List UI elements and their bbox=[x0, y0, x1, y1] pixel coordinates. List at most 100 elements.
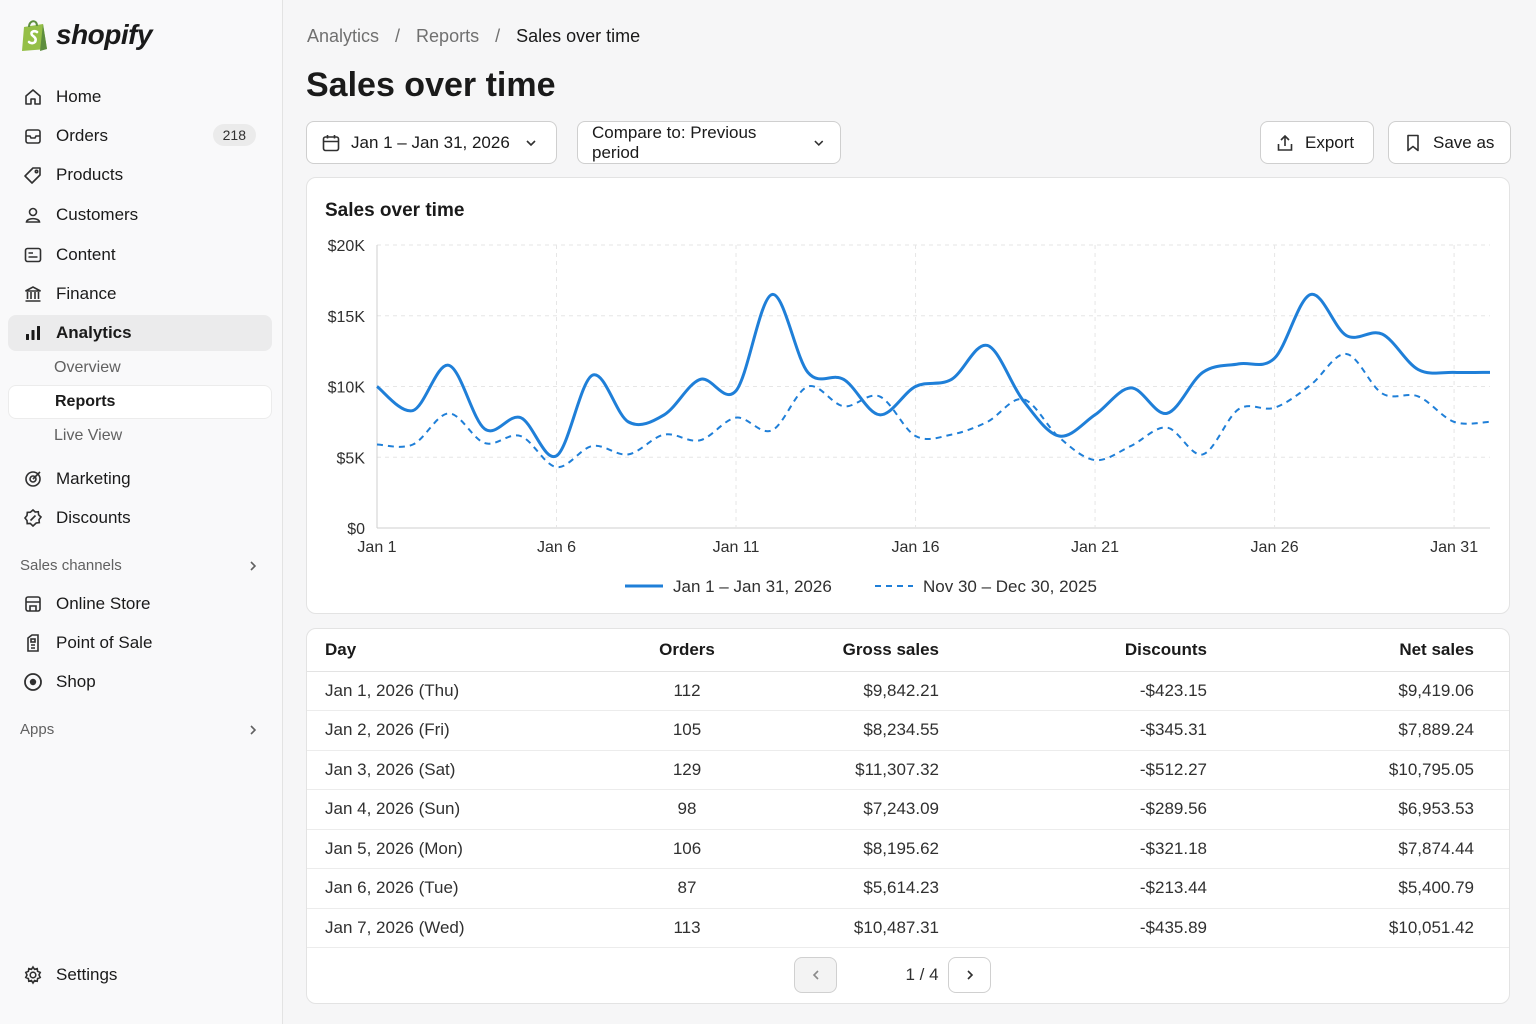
person-icon bbox=[22, 204, 44, 226]
gear-icon bbox=[22, 964, 44, 986]
cell-gross-sales: $10,487.31 bbox=[767, 908, 939, 948]
sidebar-item-label: Shop bbox=[56, 672, 96, 691]
table-row[interactable]: Jan 5, 2026 (Mon) 106 $8,195.62 -$321.18 $7,… bbox=[307, 829, 1509, 869]
sidebar-item-orders[interactable]: Orders 218 bbox=[8, 118, 272, 154]
table-row[interactable]: Jan 3, 2026 (Sat) 129 $11,307.32 -$512.27 $1… bbox=[307, 750, 1509, 790]
table-row[interactable]: Jan 4, 2026 (Sun) 98 $7,243.09 -$289.56 $6,9… bbox=[307, 789, 1509, 830]
save-as-button[interactable]: Save as bbox=[1388, 121, 1511, 164]
brand-name: shopify bbox=[56, 19, 153, 50]
cell-discounts: -$321.18 bbox=[939, 829, 1207, 869]
sidebar-item-analytics[interactable]: Analytics bbox=[8, 315, 272, 351]
y-tick-label: $10K bbox=[328, 380, 366, 397]
column-header-discounts[interactable]: Discounts bbox=[939, 629, 1207, 672]
cell-day: Jan 1, 2026 (Thu) bbox=[307, 671, 607, 711]
chart-title: Sales over time bbox=[325, 200, 465, 221]
chevron-right-icon bbox=[966, 970, 973, 980]
y-tick-label: $20K bbox=[328, 238, 366, 255]
y-tick-label: $15K bbox=[328, 309, 366, 326]
column-header-orders[interactable]: Orders bbox=[607, 629, 767, 672]
next-page-button[interactable] bbox=[948, 957, 991, 993]
table-row[interactable]: Jan 1, 2026 (Thu) 112 $9,842.21 -$423.15 $9,… bbox=[307, 671, 1509, 711]
sidebar-item-label: Products bbox=[56, 165, 124, 184]
cell-orders: 112 bbox=[607, 671, 767, 711]
breadcrumb-reports[interactable]: Reports bbox=[416, 26, 480, 46]
save-as-label: Save as bbox=[1433, 132, 1495, 152]
cell-gross-sales: $5,614.23 bbox=[767, 868, 939, 909]
cell-gross-sales: $7,243.09 bbox=[767, 789, 939, 830]
sidebar-item-point-of-sale[interactable]: Point of Sale bbox=[8, 625, 272, 661]
cell-discounts: -$345.31 bbox=[939, 710, 1207, 751]
sidebar-item-online-store[interactable]: Online Store bbox=[8, 586, 272, 622]
sales-table: Day Orders Gross sales Discounts Net sal… bbox=[307, 629, 1509, 948]
discount-icon bbox=[22, 507, 44, 529]
sidebar-item-label: Orders bbox=[56, 126, 108, 145]
table-row[interactable]: Jan 7, 2026 (Wed) 113 $10,487.31 -$435.89 $1… bbox=[307, 908, 1509, 948]
sidebar: shopify Home Orders 218 Products Custome… bbox=[0, 0, 283, 1024]
bank-icon bbox=[22, 283, 44, 305]
cell-day: Jan 6, 2026 (Tue) bbox=[307, 868, 607, 909]
chevron-down-icon bbox=[814, 140, 824, 146]
pagination: 1 / 4 bbox=[307, 957, 1509, 1001]
legend-label: Nov 30 – Dec 30, 2025 bbox=[923, 577, 1097, 596]
date-range-picker[interactable]: Jan 1 – Jan 31, 2026 bbox=[306, 121, 557, 164]
sales-channels-section[interactable]: Sales channels bbox=[20, 557, 260, 574]
legend-label: Jan 1 – Jan 31, 2026 bbox=[673, 577, 832, 596]
column-header-gross-sales[interactable]: Gross sales bbox=[767, 629, 939, 672]
column-header-day[interactable]: Day bbox=[307, 629, 607, 672]
page-indicator: 1 / 4 bbox=[905, 965, 939, 984]
breadcrumb-separator: / bbox=[395, 26, 401, 46]
cell-orders: 129 bbox=[607, 750, 767, 790]
cell-discounts: -$435.89 bbox=[939, 908, 1207, 948]
x-tick-label: Jan 31 bbox=[1430, 539, 1478, 556]
breadcrumb-separator: / bbox=[495, 26, 501, 46]
sidebar-subitem-live-view[interactable]: Live View bbox=[54, 427, 123, 444]
cell-gross-sales: $8,234.55 bbox=[767, 710, 939, 751]
cell-day: Jan 3, 2026 (Sat) bbox=[307, 750, 607, 790]
chart-card: $20K $15K $10K $5K $0 Jan 1 Jan 6 Jan 11 Jan 16 J… bbox=[306, 177, 1510, 614]
column-header-net-sales[interactable]: Net sales bbox=[1207, 629, 1509, 672]
cell-net-sales: $6,953.53 bbox=[1207, 789, 1509, 830]
sidebar-subitem-overview[interactable]: Overview bbox=[54, 359, 121, 376]
shopify-logo[interactable]: shopify bbox=[20, 18, 153, 52]
x-tick-label: Jan 1 bbox=[357, 539, 396, 556]
compare-select[interactable]: Compare to: Previous period bbox=[577, 121, 841, 164]
sidebar-item-shop[interactable]: Shop bbox=[8, 664, 272, 700]
export-icon bbox=[1277, 134, 1293, 151]
sidebar-subitem-reports[interactable]: Reports bbox=[8, 385, 272, 419]
pos-icon bbox=[22, 632, 44, 654]
sidebar-item-settings[interactable]: Settings bbox=[8, 957, 272, 993]
cell-net-sales: $5,400.79 bbox=[1207, 868, 1509, 909]
sidebar-item-discounts[interactable]: Discounts bbox=[8, 500, 272, 536]
sidebar-item-home[interactable]: Home bbox=[8, 79, 272, 115]
apps-section[interactable]: Apps bbox=[20, 721, 260, 738]
table-row[interactable]: Jan 2, 2026 (Fri) 105 $8,234.55 -$345.31 $7,… bbox=[307, 710, 1509, 751]
sidebar-item-marketing[interactable]: Marketing bbox=[8, 461, 272, 497]
breadcrumb-analytics[interactable]: Analytics bbox=[307, 26, 380, 46]
breadcrumb: Analytics / Reports / Sales over time bbox=[307, 26, 640, 47]
cell-net-sales: $10,051.42 bbox=[1207, 908, 1509, 948]
date-range-label: Jan 1 – Jan 31, 2026 bbox=[351, 132, 510, 152]
previous-page-button[interactable] bbox=[794, 957, 837, 993]
target-icon bbox=[22, 468, 44, 490]
x-tick-label: Jan 16 bbox=[892, 539, 940, 556]
home-icon bbox=[22, 86, 44, 108]
table-row[interactable]: Jan 6, 2026 (Tue) 87 $5,614.23 -$213.44 $5,4… bbox=[307, 868, 1509, 909]
shopify-bag-icon bbox=[22, 20, 47, 51]
sidebar-item-label: Home bbox=[56, 87, 102, 106]
chevron-right-icon bbox=[250, 560, 257, 571]
y-tick-label: $0 bbox=[347, 521, 365, 538]
sidebar-item-products[interactable]: Products bbox=[8, 157, 272, 193]
sidebar-item-label: Analytics bbox=[56, 323, 132, 342]
sidebar-item-finance[interactable]: Finance bbox=[8, 276, 272, 312]
cell-net-sales: $9,419.06 bbox=[1207, 671, 1509, 711]
cell-day: Jan 2, 2026 (Fri) bbox=[307, 710, 607, 751]
sidebar-item-customers[interactable]: Customers bbox=[8, 197, 272, 233]
cell-orders: 106 bbox=[607, 829, 767, 869]
export-button[interactable]: Export bbox=[1260, 121, 1374, 164]
sidebar-item-content[interactable]: Content bbox=[8, 237, 272, 273]
chevron-right-icon bbox=[250, 724, 257, 735]
report-table-card: Day Orders Gross sales Discounts Net sal… bbox=[306, 628, 1510, 1004]
calendar-icon bbox=[322, 134, 340, 151]
cell-gross-sales: $11,307.32 bbox=[767, 750, 939, 790]
